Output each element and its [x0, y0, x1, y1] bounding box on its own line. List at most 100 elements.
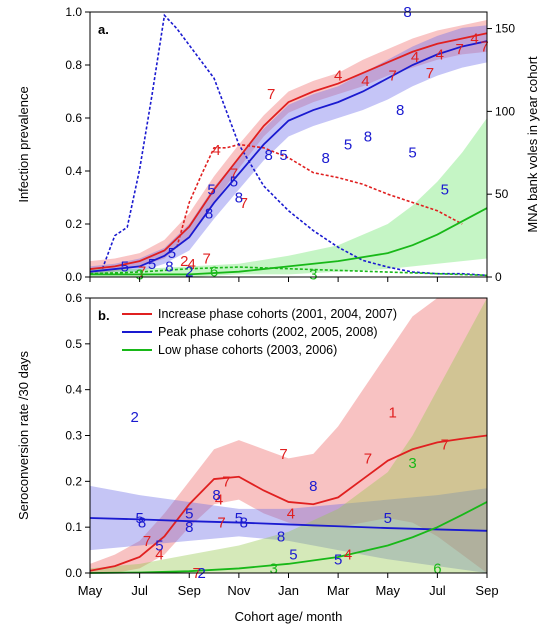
panel-b-frame: [89, 297, 488, 574]
data-point-label: 7: [456, 41, 464, 58]
y-tick-label: 0.0: [65, 566, 82, 580]
data-point-label: 4: [215, 492, 223, 509]
data-point-label: 4: [287, 505, 295, 522]
confidence-band: [90, 485, 487, 573]
data-point-label: 7: [240, 195, 248, 212]
panel-a-y2label: MNA bank voles in year cohort: [525, 56, 540, 233]
data-point-label: 7: [389, 68, 397, 85]
panel-b-xlabel: Cohort age/ month: [235, 609, 343, 624]
y-tick-label: 0.1: [65, 520, 82, 534]
y-tick-label: 0.5: [65, 337, 82, 351]
data-point-label: 8: [364, 129, 372, 146]
panel-a-ylabel: Infection prevalence: [16, 86, 31, 202]
panel-b-ylabel: Seroconversion rate /30 days: [16, 350, 31, 520]
data-point-label: 4: [436, 46, 444, 63]
x-tick-label: Jul: [131, 583, 148, 598]
data-point-label: 5: [230, 174, 238, 191]
x-tick-label: Sep: [178, 583, 201, 598]
y-tick-label: 0.4: [65, 164, 82, 178]
x-tick-label: Jul: [429, 583, 446, 598]
data-point-label: 4: [334, 68, 342, 85]
data-point-label: 8: [309, 478, 317, 495]
data-point-label: 3: [309, 266, 317, 283]
legend-entry: Peak phase cohorts (2002, 2005, 2008): [158, 325, 378, 339]
data-point-label: 5: [168, 245, 176, 262]
data-point-label: 7: [364, 450, 372, 467]
y2-tick-label: 150: [495, 22, 515, 36]
data-point-label: 8: [138, 515, 146, 532]
data-point-label: 5: [279, 147, 287, 164]
panel-b-fit-lines: [89, 434, 488, 574]
data-point-label: 8: [205, 205, 213, 222]
data-point-label: 5: [207, 182, 215, 199]
fit-line: [89, 517, 488, 532]
data-point-label: 7: [143, 533, 151, 550]
data-point-label: 5: [334, 551, 342, 568]
data-point-label: 3: [408, 455, 416, 472]
data-point-label: 7: [138, 264, 146, 281]
x-tick-label: Jan: [278, 583, 299, 598]
data-point-label: 7: [202, 250, 210, 267]
data-point-label: 5: [289, 547, 297, 564]
panel-a-bands: [90, 19, 487, 277]
data-point-label: 7: [426, 65, 434, 82]
mna-dashed-line: [176, 143, 463, 248]
panel-b-label: b.: [98, 308, 110, 323]
data-point-label: 7: [222, 473, 230, 490]
data-point-label: 7: [279, 446, 287, 463]
panel-a-mna-lines: [89, 13, 488, 277]
data-point-label: 8: [165, 258, 173, 275]
fit-line: [89, 40, 488, 273]
x-tick-label: Mar: [327, 583, 350, 598]
data-point-label: 8: [212, 487, 220, 504]
y-tick-label: 0.2: [65, 217, 82, 231]
data-point-label: 7: [441, 437, 449, 454]
y-tick-label: 0.3: [65, 429, 82, 443]
fit-line: [89, 501, 488, 574]
x-tick-label: May: [78, 583, 103, 598]
panel-b-legend: Increase phase cohorts (2001, 2004, 2007…: [122, 307, 397, 357]
confidence-band: [90, 298, 487, 573]
y-tick-label: 1.0: [65, 5, 82, 19]
panel-a-frame: [89, 11, 488, 278]
x-tick-label: Sep: [475, 583, 498, 598]
confidence-band: [90, 118, 487, 277]
data-point-label: 2: [185, 264, 193, 281]
legend-entry: Increase phase cohorts (2001, 2004, 2007…: [158, 307, 397, 321]
data-point-label: 7: [480, 38, 488, 55]
y-tick-label: 0.8: [65, 58, 82, 72]
y-tick-label: 0.0: [65, 270, 82, 284]
y2-tick-label: 0: [495, 270, 502, 284]
data-point-label: 3: [269, 560, 277, 577]
fit-line: [90, 207, 488, 276]
data-point-label: 8: [185, 519, 193, 536]
mna-dashed-line: [89, 266, 488, 277]
x-tick-label: Nov: [227, 583, 251, 598]
data-point-label: 8: [277, 528, 285, 545]
data-point-label: 2: [130, 409, 138, 426]
panel-a-fit-lines: [89, 32, 488, 276]
data-point-label: 5: [384, 510, 392, 527]
panel-a-axes: 0 50 100 150 0.0 0.2 0.4 0.6 0.8 1.0: [65, 5, 515, 284]
data-point-label: 5: [235, 510, 243, 527]
y-tick-label: 0.6: [65, 111, 82, 125]
data-point-label: 7: [267, 86, 275, 103]
data-point-label: 3: [135, 266, 143, 283]
confidence-band: [90, 19, 487, 275]
data-point-label: 5: [441, 182, 449, 199]
data-point-label: 5: [185, 505, 193, 522]
data-point-label: 4: [470, 31, 478, 48]
data-point-label: 1: [389, 405, 397, 422]
data-point-label: 4: [188, 256, 196, 273]
data-point-label: 4: [212, 142, 220, 159]
data-point-label: 8: [322, 150, 330, 167]
data-point-label: 4: [344, 547, 352, 564]
data-point-label: 7: [217, 515, 225, 532]
legend-entry: Low phase cohorts (2003, 2006): [158, 343, 337, 357]
data-point-label: 5: [408, 144, 416, 161]
x-tick-label: May: [375, 583, 400, 598]
y-tick-label: 0.6: [65, 291, 82, 305]
